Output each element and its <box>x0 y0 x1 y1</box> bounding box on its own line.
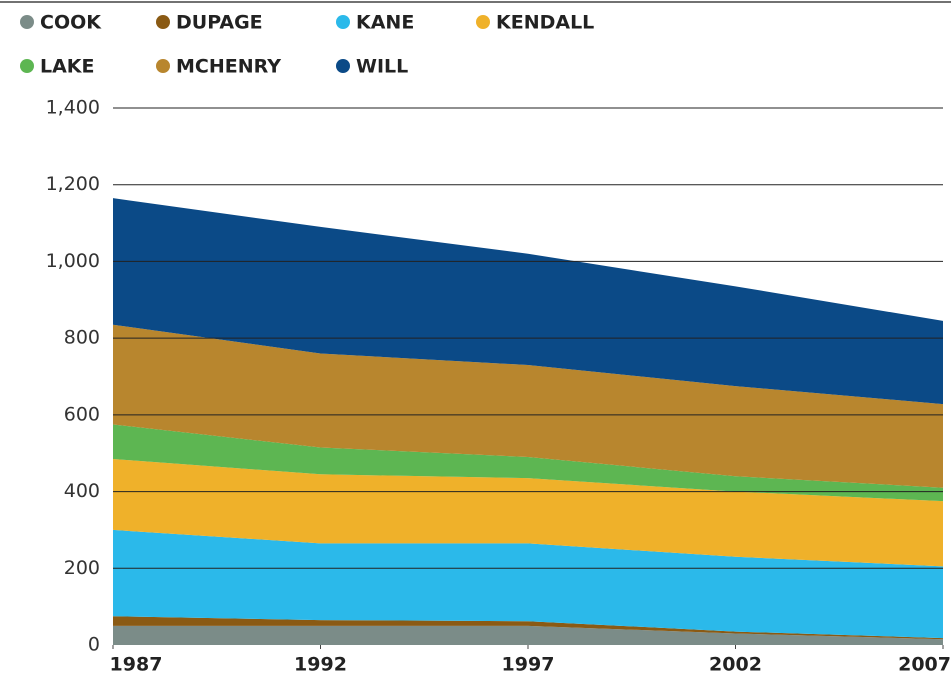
legend-label: LAKE <box>40 56 95 78</box>
area <box>113 198 943 405</box>
x-tick-label: 2002 <box>709 654 762 676</box>
y-tick-label: 1,000 <box>46 250 100 272</box>
x-tick-label: 2007 <box>898 654 951 676</box>
y-tick-label: 1,400 <box>46 97 100 119</box>
legend-label: KENDALL <box>496 12 594 34</box>
legend-label: WILL <box>356 56 408 78</box>
area <box>113 458 943 567</box>
legend-swatch <box>156 59 170 73</box>
legend-label: MCHENRY <box>176 56 281 78</box>
x-tick-label: 1987 <box>110 654 163 676</box>
legend-swatch <box>20 59 34 73</box>
legend-label: DUPAGE <box>176 12 263 34</box>
legend-swatch <box>156 15 170 29</box>
y-tick-label: 200 <box>64 557 100 579</box>
area <box>113 529 943 639</box>
legend-label: KANE <box>356 12 414 34</box>
area <box>113 424 943 502</box>
y-tick-label: 800 <box>64 327 100 349</box>
area <box>113 625 943 645</box>
legend-label: COOK <box>40 12 102 34</box>
legend-swatch <box>336 15 350 29</box>
y-tick-label: 400 <box>64 480 100 502</box>
y-tick-label: 600 <box>64 403 100 425</box>
legend-swatch <box>476 15 490 29</box>
area <box>113 616 943 640</box>
area <box>113 324 943 488</box>
y-tick-label: 1,200 <box>46 173 100 195</box>
legend-swatch <box>336 59 350 73</box>
x-tick-label: 1997 <box>502 654 555 676</box>
y-tick-label: 0 <box>88 634 100 656</box>
x-tick-label: 1992 <box>294 654 347 676</box>
legend-swatch <box>20 15 34 29</box>
